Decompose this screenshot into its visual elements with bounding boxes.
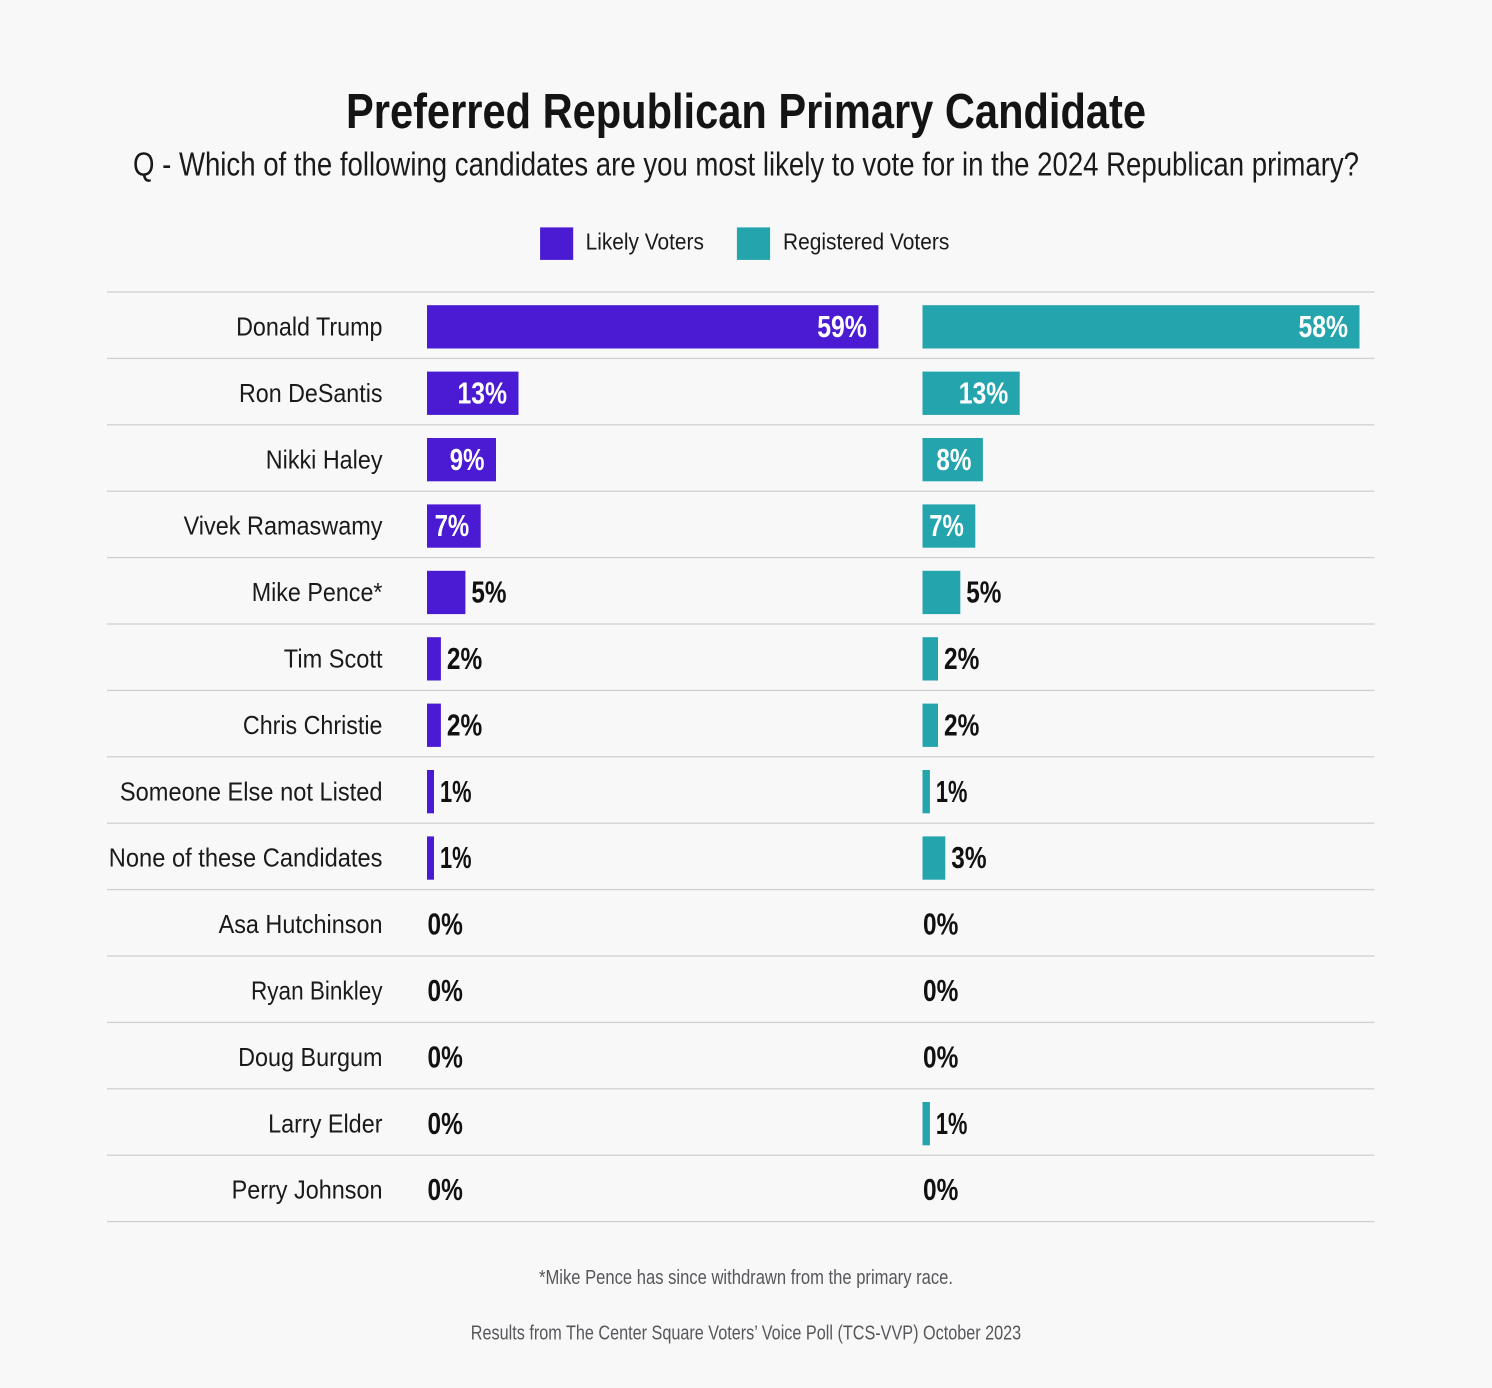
- svg-text:0%: 0%: [923, 1172, 958, 1207]
- svg-text:Registered Voters: Registered Voters: [783, 228, 949, 254]
- svg-text:Ryan Binkley: Ryan Binkley: [251, 976, 383, 1006]
- svg-text:Donald Trump: Donald Trump: [236, 312, 382, 342]
- svg-text:Tim Scott: Tim Scott: [284, 644, 383, 674]
- svg-text:None of these Candidates: None of these Candidates: [109, 843, 383, 873]
- svg-text:9%: 9%: [450, 442, 485, 477]
- svg-text:0%: 0%: [923, 1039, 958, 1074]
- svg-text:Nikki Haley: Nikki Haley: [266, 444, 383, 474]
- svg-text:Ron DeSantis: Ron DeSantis: [239, 378, 383, 408]
- svg-text:0%: 0%: [923, 907, 958, 942]
- svg-text:2%: 2%: [447, 707, 482, 742]
- svg-text:Results from The Center Square: Results from The Center Square Voters’ V…: [471, 1323, 1021, 1345]
- svg-text:8%: 8%: [936, 442, 971, 477]
- svg-text:Chris Christie: Chris Christie: [243, 710, 383, 740]
- svg-text:58%: 58%: [1299, 309, 1349, 344]
- svg-text:0%: 0%: [428, 907, 463, 942]
- svg-text:0%: 0%: [923, 973, 958, 1008]
- svg-text:1%: 1%: [440, 774, 472, 809]
- svg-text:7%: 7%: [435, 508, 470, 543]
- svg-text:13%: 13%: [458, 375, 508, 410]
- svg-text:Q - Which of the following can: Q - Which of the following candidates ar…: [133, 146, 1359, 183]
- svg-text:59%: 59%: [817, 309, 867, 344]
- svg-text:1%: 1%: [936, 1106, 968, 1141]
- svg-text:0%: 0%: [428, 973, 463, 1008]
- svg-text:Asa Hutchinson: Asa Hutchinson: [219, 909, 383, 939]
- svg-text:7%: 7%: [929, 508, 964, 543]
- svg-text:Mike Pence*: Mike Pence*: [252, 577, 383, 607]
- svg-text:Likely Voters: Likely Voters: [586, 228, 704, 254]
- svg-text:2%: 2%: [944, 707, 979, 742]
- svg-text:Someone Else not Listed: Someone Else not Listed: [120, 776, 383, 806]
- svg-text:Doug Burgum: Doug Burgum: [238, 1042, 382, 1072]
- svg-text:2%: 2%: [944, 641, 979, 676]
- svg-text:1%: 1%: [440, 840, 472, 875]
- svg-text:5%: 5%: [471, 575, 506, 610]
- svg-text:Larry Elder: Larry Elder: [268, 1108, 383, 1138]
- svg-text:Perry Johnson: Perry Johnson: [232, 1175, 383, 1205]
- svg-text:3%: 3%: [951, 840, 986, 875]
- svg-text:2%: 2%: [447, 641, 482, 676]
- svg-text:Vivek Ramaswamy: Vivek Ramaswamy: [184, 511, 383, 541]
- svg-text:1%: 1%: [936, 774, 968, 809]
- svg-text:Preferred Republican Primary C: Preferred Republican Primary Candidate: [346, 85, 1146, 139]
- svg-text:13%: 13%: [959, 375, 1009, 410]
- svg-text:5%: 5%: [966, 575, 1001, 610]
- svg-text:0%: 0%: [428, 1039, 463, 1074]
- svg-text:0%: 0%: [428, 1172, 463, 1207]
- svg-text:*Mike Pence has since withdraw: *Mike Pence has since withdrawn from the…: [539, 1267, 953, 1289]
- svg-text:0%: 0%: [428, 1106, 463, 1141]
